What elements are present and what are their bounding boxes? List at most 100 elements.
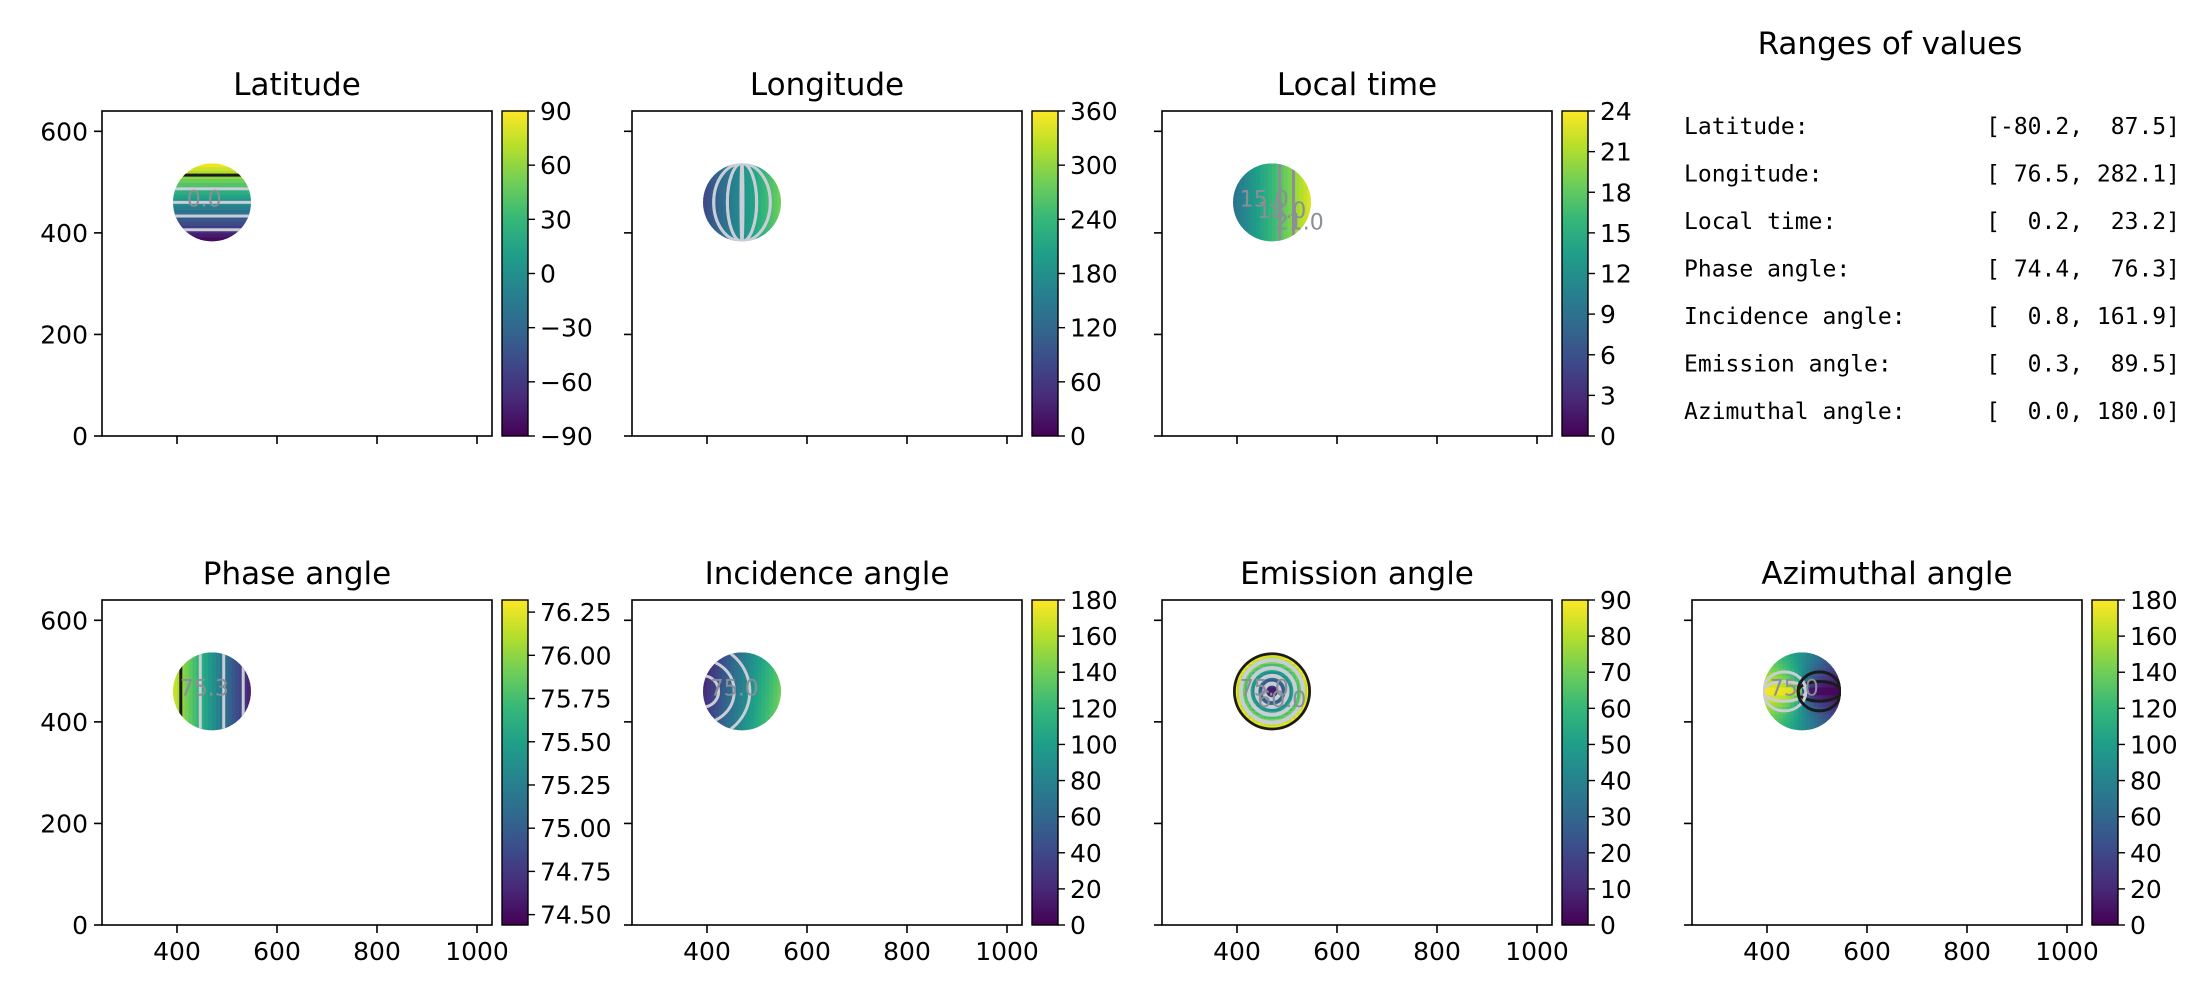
disk-pixel	[710, 703, 716, 708]
disk-pixel	[1774, 675, 1780, 681]
disk-pixel	[1817, 664, 1823, 669]
disk-pixel	[734, 675, 739, 681]
disk-pixel	[1821, 660, 1826, 665]
disk-pixel	[734, 726, 739, 731]
disk-pixel	[1260, 179, 1265, 184]
disk-pixel	[243, 675, 248, 681]
disk-pixel	[1268, 707, 1273, 712]
disk-pixel	[235, 190, 240, 196]
disk-pixel	[718, 190, 724, 196]
disk-pixel	[215, 229, 221, 235]
disk-pixel	[1256, 233, 1261, 239]
colorbar-frame	[501, 599, 529, 926]
disk-pixel	[1287, 233, 1293, 239]
disk-pixel	[753, 687, 759, 693]
disk-pixel	[742, 691, 747, 696]
disk-pixel	[1794, 718, 1799, 724]
disk-pixel	[227, 722, 233, 728]
disk-pixel	[219, 167, 225, 172]
disk-pixel	[1837, 687, 1841, 693]
y-tick-label: 400	[40, 708, 88, 737]
disk-pixel	[215, 179, 221, 184]
disk-pixel	[200, 656, 205, 661]
disk-pixel	[722, 218, 727, 223]
disk-pixel	[742, 679, 747, 685]
disk-pixel	[1260, 229, 1265, 235]
colorbar-tick-label: 75.00	[540, 814, 612, 843]
disk-pixel	[215, 703, 221, 708]
disk-pixel	[1248, 687, 1254, 693]
disk-pixel	[714, 206, 720, 211]
disk-pixel	[223, 175, 229, 180]
disk-pixel	[773, 683, 778, 689]
disk-pixel	[1272, 167, 1277, 172]
disk-pixel	[204, 699, 209, 704]
disk-pixel	[227, 194, 233, 200]
disk-pixel	[1829, 668, 1834, 673]
colorbar-tick-label: 0	[1600, 422, 1616, 451]
disk-pixel	[753, 225, 759, 231]
disk-pixel	[765, 225, 770, 231]
disk-pixel	[212, 664, 217, 669]
disk-pixel	[219, 722, 225, 728]
disk-pixel	[734, 202, 739, 207]
disk-pixel	[1821, 714, 1826, 720]
disk-pixel	[703, 210, 708, 215]
disk-pixel	[200, 687, 205, 693]
disk-pixel	[223, 679, 229, 685]
disk-pixel	[1272, 229, 1277, 235]
disk-pixel	[706, 202, 712, 207]
disk-pixel	[753, 229, 759, 235]
disk-pixel	[1790, 710, 1795, 716]
disk-pixel	[1252, 660, 1257, 665]
disk-pixel	[1256, 664, 1261, 669]
disk-pixel	[1279, 714, 1285, 720]
disk-pixel	[235, 683, 240, 689]
disk-pixel	[184, 707, 190, 712]
disk-pixel	[227, 675, 233, 681]
disk-pixel	[235, 221, 240, 227]
disk-pixel	[1244, 221, 1250, 227]
disk-pixel	[212, 206, 217, 211]
disk-pixel	[726, 687, 731, 693]
disk-pixel	[1794, 695, 1799, 700]
disk-pixel	[769, 182, 774, 188]
colorbar-tick-label: 60	[540, 151, 572, 180]
disk-pixel	[1299, 202, 1304, 207]
disk-pixel	[1774, 714, 1780, 720]
disk-pixel	[1283, 656, 1289, 661]
disk-pixel	[204, 163, 209, 168]
disk-pixel	[1256, 175, 1261, 180]
disk-pixel	[765, 668, 770, 673]
disk-pixel	[212, 699, 217, 704]
disk-pixel	[196, 198, 201, 204]
colorbar-tick-label: 20	[1070, 875, 1102, 904]
disk-pixel	[722, 707, 727, 712]
disk-pixel	[215, 679, 221, 685]
disk-pixel	[722, 671, 727, 677]
range-label: Incidence angle:	[1684, 304, 1906, 330]
disk-pixel	[188, 714, 194, 720]
disk-pixel	[769, 671, 774, 677]
disk-pixel	[726, 699, 731, 704]
disk-pixel	[188, 687, 194, 693]
disk-pixel	[208, 229, 213, 235]
disk-pixel	[745, 225, 751, 231]
disk-pixel	[1802, 710, 1807, 716]
disk-pixel	[1275, 221, 1281, 227]
colorbar-tick-label: 18	[1600, 178, 1632, 207]
disk-pixel	[247, 695, 251, 700]
disk-pixel	[738, 699, 743, 704]
disk-pixel	[247, 679, 251, 685]
disk-pixel	[1287, 221, 1293, 227]
disk-pixel	[227, 668, 233, 673]
disk-pixel	[212, 179, 217, 184]
disk-pixel	[1236, 182, 1242, 188]
disk-pixel	[1240, 218, 1246, 223]
disk-pixel	[1299, 707, 1304, 712]
disk-pixel	[749, 652, 755, 657]
disk-pixel	[1770, 714, 1776, 720]
disk-pixel	[1794, 668, 1799, 673]
disk-pixel	[1279, 194, 1285, 200]
disk-pixel	[742, 652, 747, 657]
